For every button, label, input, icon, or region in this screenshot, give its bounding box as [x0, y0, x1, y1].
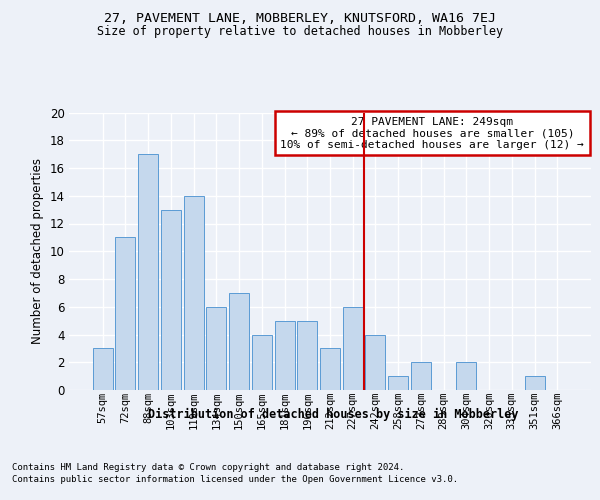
Bar	[138, 154, 158, 390]
Text: Contains public sector information licensed under the Open Government Licence v3: Contains public sector information licen…	[12, 475, 458, 484]
Bar	[252, 334, 272, 390]
Text: 27, PAVEMENT LANE, MOBBERLEY, KNUTSFORD, WA16 7EJ: 27, PAVEMENT LANE, MOBBERLEY, KNUTSFORD,…	[104, 12, 496, 26]
Text: 27 PAVEMENT LANE: 249sqm
← 89% of detached houses are smaller (105)
10% of semi-: 27 PAVEMENT LANE: 249sqm ← 89% of detach…	[280, 116, 584, 150]
Bar	[93, 348, 113, 390]
Text: Contains HM Land Registry data © Crown copyright and database right 2024.: Contains HM Land Registry data © Crown c…	[12, 462, 404, 471]
Bar	[365, 334, 385, 390]
Bar	[343, 306, 363, 390]
Bar	[229, 293, 249, 390]
Bar	[275, 320, 295, 390]
Bar	[388, 376, 408, 390]
Bar	[161, 210, 181, 390]
Bar	[115, 238, 136, 390]
Bar	[411, 362, 431, 390]
Bar	[184, 196, 203, 390]
Bar	[297, 320, 317, 390]
Text: Distribution of detached houses by size in Mobberley: Distribution of detached houses by size …	[148, 408, 518, 420]
Bar	[206, 306, 226, 390]
Bar	[320, 348, 340, 390]
Bar	[524, 376, 545, 390]
Y-axis label: Number of detached properties: Number of detached properties	[31, 158, 44, 344]
Text: Size of property relative to detached houses in Mobberley: Size of property relative to detached ho…	[97, 25, 503, 38]
Bar	[457, 362, 476, 390]
